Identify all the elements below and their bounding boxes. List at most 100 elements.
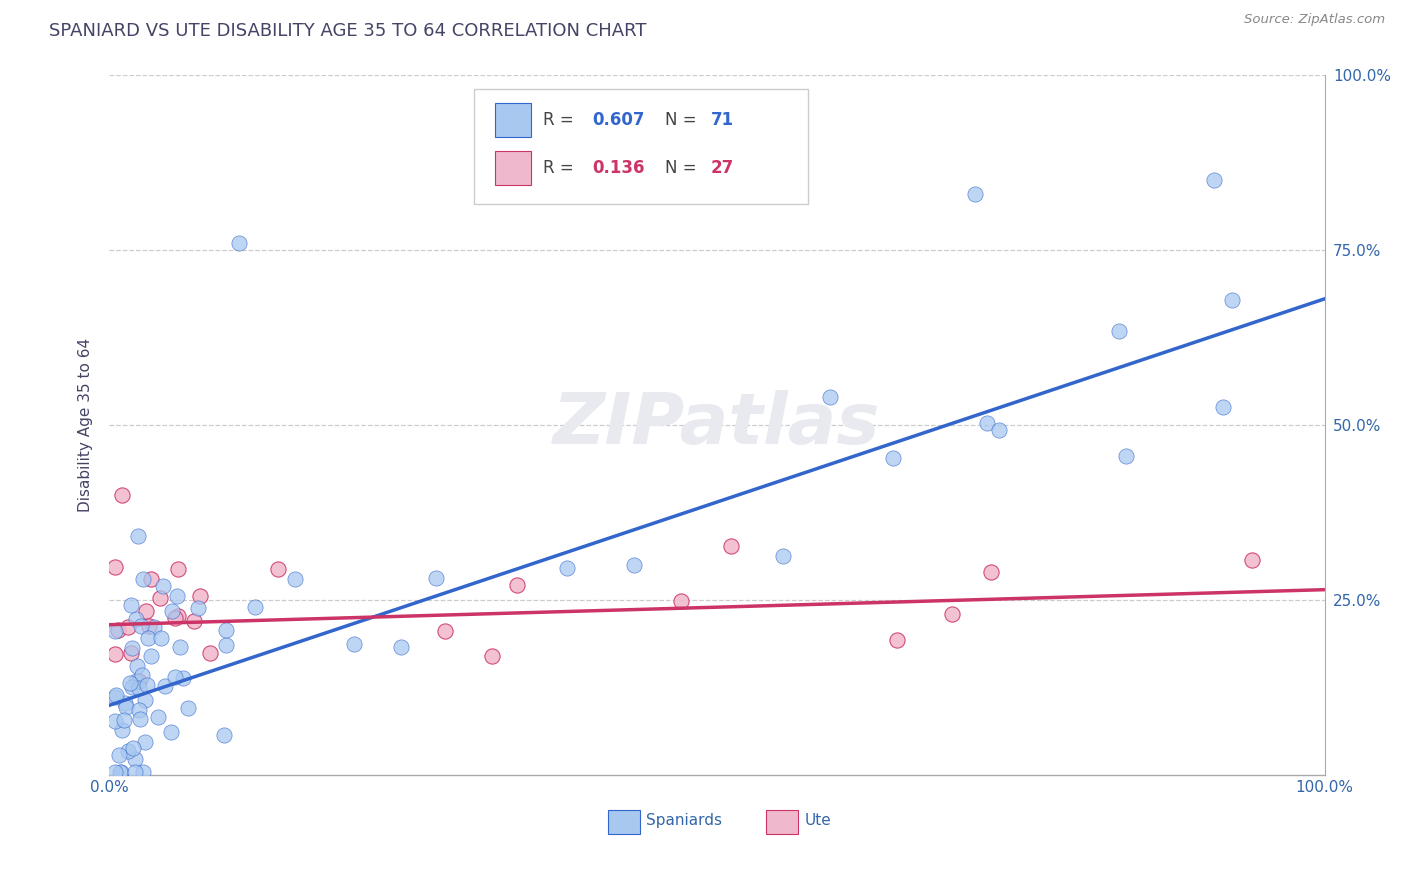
Point	[104, 764, 127, 779]
Point	[434, 624, 457, 639]
Point	[481, 648, 503, 663]
Point	[941, 607, 963, 621]
Point	[129, 712, 152, 726]
Point	[129, 618, 152, 632]
Point	[1212, 400, 1234, 414]
Point	[110, 764, 132, 779]
Point	[215, 624, 238, 638]
Point	[134, 692, 156, 706]
Point	[1108, 324, 1130, 338]
Text: Spaniards: Spaniards	[647, 814, 723, 829]
Point	[111, 723, 134, 737]
Point	[124, 751, 146, 765]
Point	[142, 620, 165, 634]
Point	[114, 697, 136, 711]
Point	[187, 600, 209, 615]
Point	[166, 562, 188, 576]
Point	[188, 589, 211, 603]
Point	[128, 529, 150, 543]
Point	[146, 709, 169, 723]
Point	[131, 668, 153, 682]
Point	[1202, 172, 1225, 186]
Point	[555, 560, 578, 574]
Point	[160, 724, 183, 739]
Point	[976, 416, 998, 430]
Point	[389, 640, 412, 654]
Point	[153, 679, 176, 693]
Point	[150, 632, 173, 646]
Point	[127, 658, 149, 673]
Text: 71: 71	[711, 112, 734, 129]
Point	[166, 589, 188, 603]
Point	[104, 690, 127, 705]
Point	[121, 741, 143, 756]
Point	[167, 609, 190, 624]
Text: N =: N =	[665, 112, 702, 129]
Point	[183, 615, 205, 629]
Point	[125, 673, 148, 688]
Point	[200, 646, 222, 660]
Point	[104, 647, 127, 661]
Point	[141, 572, 163, 586]
Point	[120, 675, 142, 690]
Y-axis label: Disability Age 35 to 64: Disability Age 35 to 64	[79, 338, 93, 512]
Point	[623, 558, 645, 573]
Point	[506, 578, 529, 592]
Point	[980, 565, 1002, 579]
Point	[134, 734, 156, 748]
FancyBboxPatch shape	[474, 88, 808, 204]
Point	[110, 764, 132, 779]
Point	[720, 539, 742, 553]
Point	[135, 677, 157, 691]
Text: Ute: Ute	[804, 814, 831, 829]
Text: SPANIARD VS UTE DISABILITY AGE 35 TO 64 CORRELATION CHART: SPANIARD VS UTE DISABILITY AGE 35 TO 64 …	[49, 22, 647, 40]
Point	[132, 572, 155, 586]
Point	[104, 624, 127, 639]
Point	[988, 423, 1011, 437]
Point	[772, 549, 794, 564]
Point	[160, 604, 183, 618]
Point	[165, 611, 187, 625]
Point	[138, 619, 160, 633]
Point	[882, 450, 904, 465]
Point	[820, 390, 842, 404]
FancyBboxPatch shape	[495, 103, 531, 136]
Point	[120, 646, 142, 660]
Text: 0.607: 0.607	[592, 112, 644, 129]
Point	[128, 673, 150, 688]
Point	[139, 649, 162, 664]
Text: R =: R =	[543, 159, 579, 177]
Point	[120, 598, 142, 612]
FancyBboxPatch shape	[495, 151, 531, 185]
Text: N =: N =	[665, 159, 702, 177]
Point	[104, 714, 127, 729]
Point	[125, 612, 148, 626]
Point	[114, 714, 136, 728]
Point	[963, 186, 986, 201]
Point	[132, 764, 155, 779]
Point	[128, 681, 150, 695]
Point	[284, 573, 307, 587]
Point	[111, 488, 134, 502]
Point	[886, 632, 908, 647]
Point	[124, 764, 146, 779]
Point	[1220, 293, 1243, 307]
Point	[1115, 449, 1137, 463]
Point	[152, 579, 174, 593]
Point	[104, 560, 127, 574]
Point	[105, 688, 128, 702]
Point	[267, 561, 290, 575]
Point	[177, 701, 200, 715]
Text: ZIPatlas: ZIPatlas	[554, 391, 880, 459]
Text: Source: ZipAtlas.com: Source: ZipAtlas.com	[1244, 13, 1385, 27]
Point	[136, 631, 159, 645]
Point	[117, 620, 139, 634]
Point	[215, 638, 238, 652]
Point	[669, 594, 692, 608]
FancyBboxPatch shape	[607, 810, 640, 833]
Point	[228, 235, 250, 250]
Point	[172, 671, 194, 685]
Point	[163, 670, 186, 684]
Point	[107, 623, 129, 637]
Point	[121, 641, 143, 656]
